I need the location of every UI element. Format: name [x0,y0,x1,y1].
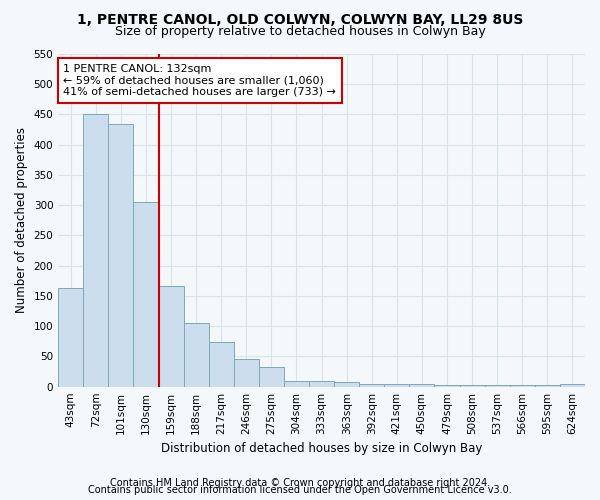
Bar [158,286,184,386]
Bar [460,385,485,386]
Bar [209,342,234,386]
Bar [510,385,535,386]
Text: Contains HM Land Registry data © Crown copyright and database right 2024.: Contains HM Land Registry data © Crown c… [110,478,490,488]
Bar [133,202,158,386]
Bar [58,288,83,386]
Bar [409,384,434,386]
Bar [284,380,309,386]
Text: 1, PENTRE CANOL, OLD COLWYN, COLWYN BAY, LL29 8US: 1, PENTRE CANOL, OLD COLWYN, COLWYN BAY,… [77,12,523,26]
Text: Size of property relative to detached houses in Colwyn Bay: Size of property relative to detached ho… [115,25,485,38]
Bar [83,114,109,386]
Bar [234,360,259,386]
Bar [309,380,334,386]
Bar [385,384,409,386]
Text: Contains public sector information licensed under the Open Government Licence v3: Contains public sector information licen… [88,485,512,495]
Bar [359,384,385,386]
Bar [434,385,460,386]
Text: 1 PENTRE CANOL: 132sqm
← 59% of detached houses are smaller (1,060)
41% of semi-: 1 PENTRE CANOL: 132sqm ← 59% of detached… [64,64,337,97]
Bar [109,124,133,386]
Bar [184,322,209,386]
Bar [259,366,284,386]
Bar [485,385,510,386]
Bar [535,385,560,386]
Y-axis label: Number of detached properties: Number of detached properties [15,128,28,314]
X-axis label: Distribution of detached houses by size in Colwyn Bay: Distribution of detached houses by size … [161,442,482,455]
Bar [560,384,585,386]
Bar [334,382,359,386]
